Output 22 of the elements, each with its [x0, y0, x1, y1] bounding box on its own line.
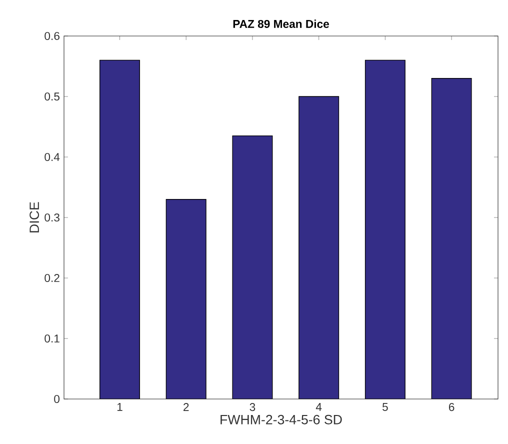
x-axis-title: FWHM-2-3-4-5-6 SD	[220, 414, 342, 424]
y-tick-label: 0.1	[44, 334, 60, 343]
chart-title: PAZ 89 Mean Dice	[233, 20, 329, 28]
bar	[431, 78, 472, 399]
x-tick-label: 3	[250, 403, 256, 412]
y-axis-title: DICE	[30, 202, 40, 232]
bar	[364, 60, 406, 399]
x-tick-label: 2	[184, 403, 189, 411]
bar	[100, 60, 140, 399]
y-tick-label: 0	[54, 394, 60, 404]
x-tick-label: 4	[316, 403, 322, 411]
y-tick-label: 0.5	[44, 92, 60, 101]
x-tick-label: 5	[382, 403, 388, 411]
bar	[298, 96, 340, 399]
x-tick-label: 6	[448, 403, 454, 412]
bar	[232, 136, 273, 399]
y-tick-label: 0.2	[44, 274, 60, 282]
x-tick-label: 1	[117, 403, 122, 411]
bar	[166, 199, 206, 399]
y-tick-label: 0.3	[44, 214, 60, 222]
y-tick-label: 0.4	[44, 153, 60, 162]
y-tick-label: 0.6	[44, 32, 60, 40]
